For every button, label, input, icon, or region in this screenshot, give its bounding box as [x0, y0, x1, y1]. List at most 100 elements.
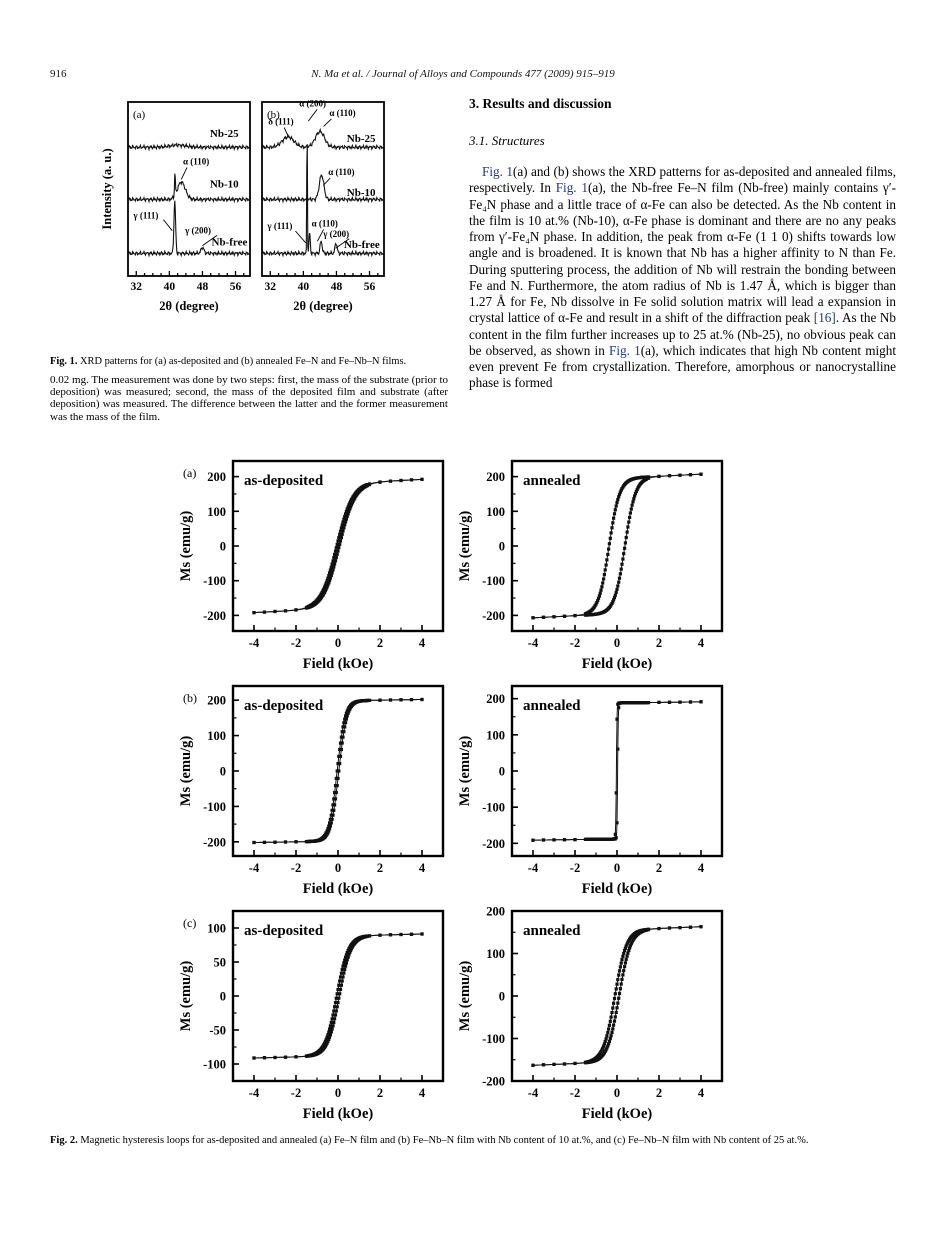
svg-text:100: 100 [486, 505, 505, 519]
svg-text:(a): (a) [183, 466, 196, 480]
svg-text:56: 56 [364, 281, 376, 293]
svg-text:-100: -100 [203, 800, 226, 814]
fig1-caption-label: Fig. 1. [50, 356, 78, 368]
svg-text:Intensity (a. u.): Intensity (a. u.) [100, 148, 114, 229]
svg-text:Ms (emu/g): Ms (emu/g) [178, 511, 194, 582]
svg-text:Nb-free: Nb-free [344, 239, 380, 251]
fig2-plot-2-annealed: -4 -2 0 2 4 -200 -100 0 100 200 annealed Field (kOe… [457, 459, 724, 671]
fig1-caption-text: XRD patterns for (a) as-deposited and (b… [80, 356, 407, 368]
svg-text:Nb-25: Nb-25 [347, 133, 376, 145]
svg-text:Nb-10: Nb-10 [347, 187, 376, 199]
fig2-caption-label: Fig. 2. [50, 1135, 78, 1146]
svg-text:50: 50 [214, 956, 227, 970]
citation-link[interactable]: Fig. 1 [482, 164, 513, 179]
svg-text:-2: -2 [570, 1086, 580, 1100]
svg-text:-2: -2 [570, 636, 580, 650]
svg-text:Ms (emu/g): Ms (emu/g) [178, 961, 194, 1032]
body-paragraph: Fig. 1(a) and (b) shows the XRD patterns… [469, 164, 896, 392]
subsection-heading: 3.1. Structures [469, 133, 545, 148]
svg-text:4: 4 [698, 861, 705, 875]
svg-text:56: 56 [230, 281, 242, 293]
svg-text:0: 0 [614, 636, 620, 650]
svg-text:2θ (degree): 2θ (degree) [159, 299, 218, 313]
svg-text:200: 200 [486, 692, 505, 706]
svg-text:Field (kOe): Field (kOe) [303, 656, 374, 671]
svg-text:-4: -4 [249, 636, 260, 650]
svg-text:-4: -4 [249, 1086, 260, 1100]
svg-text:2: 2 [656, 1086, 662, 1100]
svg-text:200: 200 [207, 694, 226, 708]
fig2-plot-3-as-deposited: -4 -2 0 2 4 -200 -100 0 100 200 as-deposited (b) Fie… [178, 684, 445, 896]
svg-text:200: 200 [486, 905, 505, 919]
svg-text:Field (kOe): Field (kOe) [582, 881, 653, 896]
svg-text:-100: -100 [482, 574, 505, 588]
svg-text:32: 32 [265, 281, 277, 293]
svg-text:as-deposited: as-deposited [244, 473, 324, 489]
svg-text:δ (111): δ (111) [268, 117, 293, 127]
svg-text:-200: -200 [203, 609, 226, 623]
svg-text:Field (kOe): Field (kOe) [582, 656, 653, 671]
svg-text:γ (111): γ (111) [266, 221, 292, 231]
citation-link[interactable]: [16] [813, 310, 836, 326]
svg-text:as-deposited: as-deposited [244, 923, 324, 939]
svg-text:Nb-free: Nb-free [212, 237, 248, 249]
svg-text:2θ (degree): 2θ (degree) [293, 299, 352, 313]
fig2-plot-4-annealed: -4 -2 0 2 4 -200 -100 0 100 200 annealed Field (kOe… [457, 684, 724, 896]
svg-text:γ (111): γ (111) [132, 211, 158, 221]
svg-text:α (110): α (110) [328, 167, 354, 177]
svg-text:-2: -2 [291, 861, 301, 875]
svg-text:4: 4 [419, 636, 426, 650]
svg-text:α (110): α (110) [183, 157, 209, 167]
svg-text:γ (200): γ (200) [184, 225, 211, 235]
svg-text:-50: -50 [209, 1024, 226, 1038]
svg-text:2: 2 [656, 861, 662, 875]
paragraph-text: . As the Nb content in the film further … [469, 310, 896, 358]
svg-text:(b): (b) [267, 109, 280, 121]
svg-text:-2: -2 [291, 636, 301, 650]
left-column-paragraph: 0.02 mg. The measurement was done by two… [50, 374, 448, 423]
svg-text:(a): (a) [133, 109, 146, 121]
right-column: 3. Results and discussion 3.1. Structure… [469, 96, 896, 392]
svg-text:Ms (emu/g): Ms (emu/g) [178, 736, 194, 807]
paragraph-text: (a), which indicates that high Nb conten… [469, 342, 897, 391]
svg-text:Nb-10: Nb-10 [210, 178, 239, 190]
svg-text:100: 100 [207, 505, 226, 519]
svg-text:γ (200): γ (200) [322, 229, 349, 239]
svg-text:4: 4 [698, 1086, 705, 1100]
running-head: N. Ma et al. / Journal of Alloys and Com… [311, 68, 615, 80]
svg-text:Field (kOe): Field (kOe) [303, 1106, 374, 1121]
svg-text:0: 0 [335, 636, 341, 650]
svg-text:2: 2 [377, 861, 383, 875]
svg-text:as-deposited: as-deposited [244, 698, 324, 714]
svg-text:0: 0 [335, 861, 341, 875]
svg-text:0: 0 [614, 1086, 620, 1100]
svg-text:0: 0 [335, 1086, 341, 1100]
svg-text:2: 2 [377, 636, 383, 650]
svg-text:Nb-25: Nb-25 [210, 128, 239, 140]
citation-link[interactable]: Fig. 1 [609, 342, 641, 358]
svg-text:α (110): α (110) [329, 108, 355, 118]
svg-text:100: 100 [486, 947, 505, 961]
page-number: 916 [50, 68, 67, 80]
svg-text:4: 4 [419, 861, 426, 875]
fig1-caption: Fig. 1. XRD patterns for (a) as-deposite… [50, 356, 450, 367]
svg-text:Ms (emu/g): Ms (emu/g) [457, 961, 473, 1032]
svg-text:-200: -200 [482, 837, 505, 851]
svg-text:0: 0 [220, 990, 226, 1004]
svg-text:α (200): α (200) [299, 98, 326, 108]
citation-link[interactable]: Fig. 1 [555, 180, 588, 196]
svg-text:4: 4 [698, 636, 705, 650]
svg-text:-4: -4 [528, 861, 539, 875]
svg-text:0: 0 [499, 990, 505, 1004]
svg-text:annealed: annealed [523, 473, 581, 489]
svg-text:-4: -4 [528, 1086, 539, 1100]
paragraph-text: (a) and (b) shows the XRD patterns for a… [469, 164, 896, 196]
svg-text:Ms (emu/g): Ms (emu/g) [457, 511, 473, 582]
svg-text:α (110): α (110) [312, 218, 338, 228]
svg-text:2: 2 [377, 1086, 383, 1100]
svg-text:100: 100 [207, 729, 226, 743]
svg-text:(c): (c) [183, 916, 196, 930]
svg-text:48: 48 [331, 281, 343, 293]
svg-text:-200: -200 [482, 1075, 505, 1089]
svg-text:32: 32 [131, 281, 143, 293]
